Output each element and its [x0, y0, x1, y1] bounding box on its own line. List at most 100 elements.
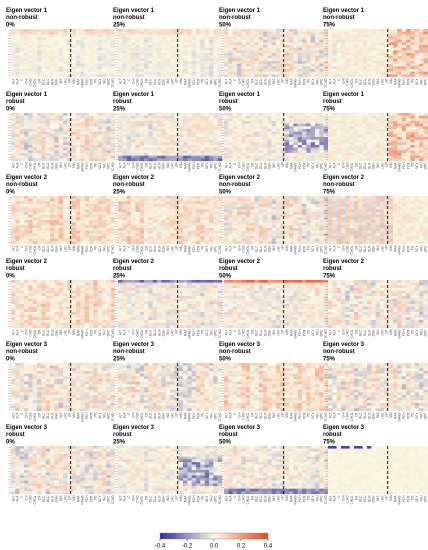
heatmap-cell — [380, 50, 385, 54]
column-label: INS — [376, 163, 380, 168]
heatmap-cell — [341, 55, 346, 59]
heatmap-cell — [45, 241, 51, 245]
heatmap-cell — [213, 74, 218, 78]
heatmap-cell — [401, 121, 407, 124]
heatmap-cell — [174, 201, 179, 205]
heatmap-cell — [358, 45, 363, 48]
heatmap-cell — [315, 137, 320, 140]
heatmap-cell — [423, 58, 428, 62]
heatmap-cell — [187, 158, 192, 162]
heatmap-cell — [54, 39, 59, 43]
heatmap-cell — [178, 209, 184, 213]
heatmap-cell — [187, 31, 192, 35]
heatmap-cell — [209, 137, 214, 140]
heatmap-cell — [45, 129, 51, 132]
heatmap-cell — [367, 142, 372, 146]
heatmap-cell — [280, 29, 285, 32]
heatmap-cell — [178, 212, 184, 215]
column-label: TCHO — [324, 162, 328, 172]
heatmap-cell — [161, 153, 166, 156]
heatmap-cell — [410, 63, 415, 67]
heatmap-cell — [209, 233, 214, 237]
heatmap-cell — [200, 214, 205, 218]
heatmap-cell — [170, 236, 175, 239]
heatmap-cell — [183, 147, 188, 151]
heatmap-cell — [217, 118, 223, 122]
heatmap-cell — [191, 50, 197, 54]
heatmap-cell — [423, 126, 428, 130]
heatmap-cell — [174, 155, 179, 159]
heatmap-cell — [37, 29, 42, 32]
heatmap-cell — [19, 217, 25, 221]
heatmap-cell — [54, 201, 59, 205]
heatmap-cell — [388, 66, 394, 70]
heatmap-cell — [213, 50, 218, 54]
heatmap-cell — [362, 37, 368, 40]
heatmap-cell — [97, 241, 103, 245]
heatmap-cell — [367, 137, 372, 140]
heatmap-cell — [384, 158, 389, 162]
heatmap-cell — [289, 39, 294, 43]
heatmap-cell — [284, 47, 290, 51]
heatmap-cell — [187, 139, 192, 143]
heatmap-cell — [131, 217, 136, 221]
heatmap-cell — [157, 204, 162, 207]
heatmap-cell — [258, 196, 264, 199]
heatmap-cell — [354, 155, 359, 159]
heatmap-cell — [410, 34, 415, 38]
heatmap-cell — [284, 55, 290, 59]
heatmap-cell — [191, 142, 197, 146]
heatmap-cell — [135, 126, 140, 130]
heatmap-cell — [54, 238, 59, 242]
heatmap-cell — [419, 121, 424, 124]
heatmap-cell — [28, 153, 33, 156]
heatmap-cell — [204, 50, 210, 54]
heatmap-cell — [375, 31, 381, 35]
column-label: C — [20, 78, 24, 81]
heatmap-cell — [393, 29, 398, 32]
heatmap-cell — [297, 121, 303, 124]
heatmap-cell — [165, 147, 171, 151]
heatmap-cell — [319, 131, 324, 135]
heatmap-cell — [217, 230, 223, 234]
heatmap-cell — [224, 201, 229, 205]
heatmap-cell — [410, 134, 415, 138]
heatmap-cell — [271, 55, 277, 59]
heatmap-cell — [71, 115, 77, 119]
heatmap-cell — [362, 153, 368, 156]
heatmap-cell — [341, 45, 346, 48]
heatmap-cell — [241, 31, 246, 35]
heatmap-cell — [135, 66, 140, 70]
heatmap-cell — [371, 61, 376, 64]
heatmap-cell — [118, 134, 123, 138]
heatmap-cell — [131, 55, 136, 59]
heatmap-cell — [89, 45, 94, 48]
heatmap-cell — [126, 217, 132, 221]
heatmap-cell — [388, 71, 394, 75]
heatmap-cell — [174, 222, 179, 226]
heatmap-cell — [28, 113, 33, 116]
heatmap-cell — [170, 233, 175, 237]
heatmap-cell — [45, 201, 51, 205]
heatmap-cell — [191, 121, 197, 124]
heatmap-cell — [106, 53, 111, 56]
heatmap-cell — [28, 204, 33, 207]
heatmap-cell — [196, 214, 201, 218]
heatmap-cell — [204, 217, 210, 221]
heatmap-cell — [24, 233, 29, 237]
heatmap-cell — [250, 123, 255, 127]
heatmap-cell — [293, 134, 298, 138]
heatmap-cell — [45, 71, 51, 75]
heatmap-cell — [349, 39, 355, 43]
heatmap-cell — [191, 196, 197, 199]
heatmap-cell — [349, 34, 355, 38]
heatmap-cell — [102, 206, 107, 210]
heatmap-cell — [209, 198, 214, 202]
heatmap-cell — [358, 131, 363, 135]
heatmap-cell — [178, 61, 184, 64]
heatmap-cell — [332, 121, 337, 124]
heatmap-cell — [178, 71, 184, 75]
heatmap-cell — [237, 61, 242, 64]
heatmap-cell — [276, 198, 281, 202]
heatmap-cell — [250, 155, 255, 159]
